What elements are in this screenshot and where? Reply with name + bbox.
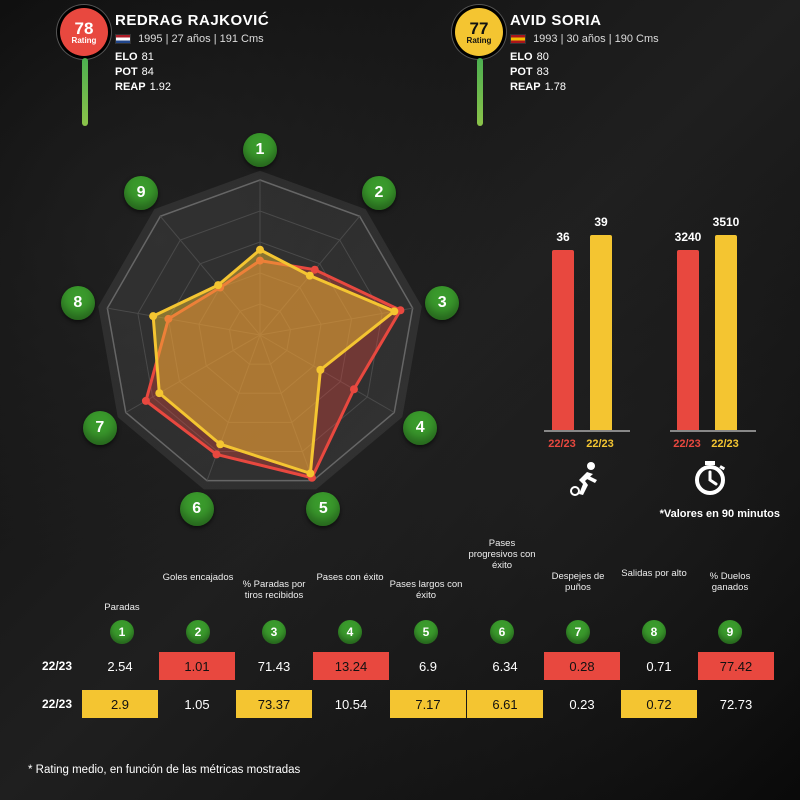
bar-season-label: 22/23	[705, 438, 745, 450]
row-season: 22/23	[26, 659, 82, 673]
bar-season-label: 22/23	[542, 438, 582, 450]
table-cell: 73.37	[236, 690, 312, 718]
table-cell: 2.54	[82, 652, 158, 680]
table-cell: 1.05	[159, 690, 235, 718]
bars-footnote: *Valores en 90 minutos	[660, 508, 780, 520]
player-header-1: 78 Rating REDRAG RAJKOVIĆ 1995 | 27 años…	[115, 12, 395, 96]
player-subtitle-1: 1995 | 27 años | 191 Cms	[115, 33, 395, 45]
clock-icon	[690, 458, 730, 498]
bar-value: 3240	[668, 230, 708, 244]
bar-season-label: 22/23	[667, 438, 707, 450]
stats-table: Paradas1Goles encajados2% Paradas por ti…	[26, 564, 776, 720]
stat-elo-2: ELO80	[510, 51, 790, 63]
table-cell: 71.43	[236, 652, 312, 680]
table-cell: 0.28	[544, 652, 620, 680]
stat-elo-1: ELO81	[115, 51, 395, 63]
stat-pot-1: POT84	[115, 66, 395, 78]
bar-season-label: 22/23	[580, 438, 620, 450]
table-row: 22/232.541.0171.4313.246.96.340.280.7177…	[26, 650, 776, 682]
rating-value: 77	[470, 20, 489, 37]
table-body: 22/232.541.0171.4313.246.96.340.280.7177…	[26, 650, 776, 720]
table-cell: 10.54	[313, 690, 389, 718]
player-name-1: REDRAG RAJKOVIĆ	[115, 12, 395, 29]
rating-bar-2	[477, 58, 483, 126]
table-cell: 0.72	[621, 690, 697, 718]
rating-badge-2: 77 Rating	[455, 8, 503, 56]
table-header-row: Paradas1Goles encajados2% Paradas por ti…	[26, 564, 776, 644]
flag-icon-2	[510, 34, 526, 44]
bar-value: 36	[543, 230, 583, 244]
player-name-2: AVID SORIA	[510, 12, 790, 29]
radar-axis-badge-7: 7	[83, 411, 117, 445]
bar-value: 3510	[706, 215, 746, 229]
table-cell: 13.24	[313, 652, 389, 680]
rating-value: 78	[75, 20, 94, 37]
rating-label: Rating	[72, 37, 97, 45]
bar-group-clock: 32403510	[665, 210, 755, 430]
radar-svg	[40, 120, 480, 540]
table-cell: 6.61	[467, 690, 543, 718]
table-row: 22/232.91.0573.3710.547.176.610.230.7272…	[26, 688, 776, 720]
bar	[552, 250, 574, 430]
bar-group-runner: 3639	[540, 210, 630, 430]
table-cell: 7.17	[390, 690, 466, 718]
table-cell: 0.23	[544, 690, 620, 718]
table-cell: 0.71	[621, 652, 697, 680]
radar-axis-badge-1: 1	[243, 133, 277, 167]
rating-label: Rating	[467, 37, 492, 45]
radar-axis-badge-3: 3	[425, 286, 459, 320]
table-cell: 2.9	[82, 690, 158, 718]
radar-axis-badge-6: 6	[180, 492, 214, 526]
table-cell: 1.01	[159, 652, 235, 680]
radar-chart: 123456789	[40, 120, 480, 540]
rating-badge-1: 78 Rating	[60, 8, 108, 56]
table-cell: 6.34	[467, 652, 543, 680]
flag-icon-1	[115, 34, 131, 44]
player-header-2: 77 Rating AVID SORIA 1993 | 30 años | 19…	[510, 12, 790, 96]
table-cell: 77.42	[698, 652, 774, 680]
radar-axis-badge-5: 5	[306, 492, 340, 526]
radar-axis-badge-4: 4	[403, 411, 437, 445]
row-season: 22/23	[26, 697, 82, 711]
bar-value: 39	[581, 215, 621, 229]
rating-bar-1	[82, 58, 88, 126]
bar	[590, 235, 612, 430]
bar	[715, 235, 737, 430]
table-cell: 72.73	[698, 690, 774, 718]
player-subtitle-2: 1993 | 30 años | 190 Cms	[510, 33, 790, 45]
stat-reap-1: REAP1.92	[115, 81, 395, 93]
radar-axis-badge-2: 2	[362, 176, 396, 210]
bar-charts: 363922/2322/233240351022/2322/23*Valores…	[530, 170, 780, 490]
runner-icon	[565, 458, 605, 498]
stat-pot-2: POT83	[510, 66, 790, 78]
stat-reap-2: REAP1.78	[510, 81, 790, 93]
table-cell: 6.9	[390, 652, 466, 680]
bar	[677, 250, 699, 430]
footnote: * Rating medio, en función de las métric…	[28, 764, 300, 776]
radar-axis-badge-8: 8	[61, 286, 95, 320]
